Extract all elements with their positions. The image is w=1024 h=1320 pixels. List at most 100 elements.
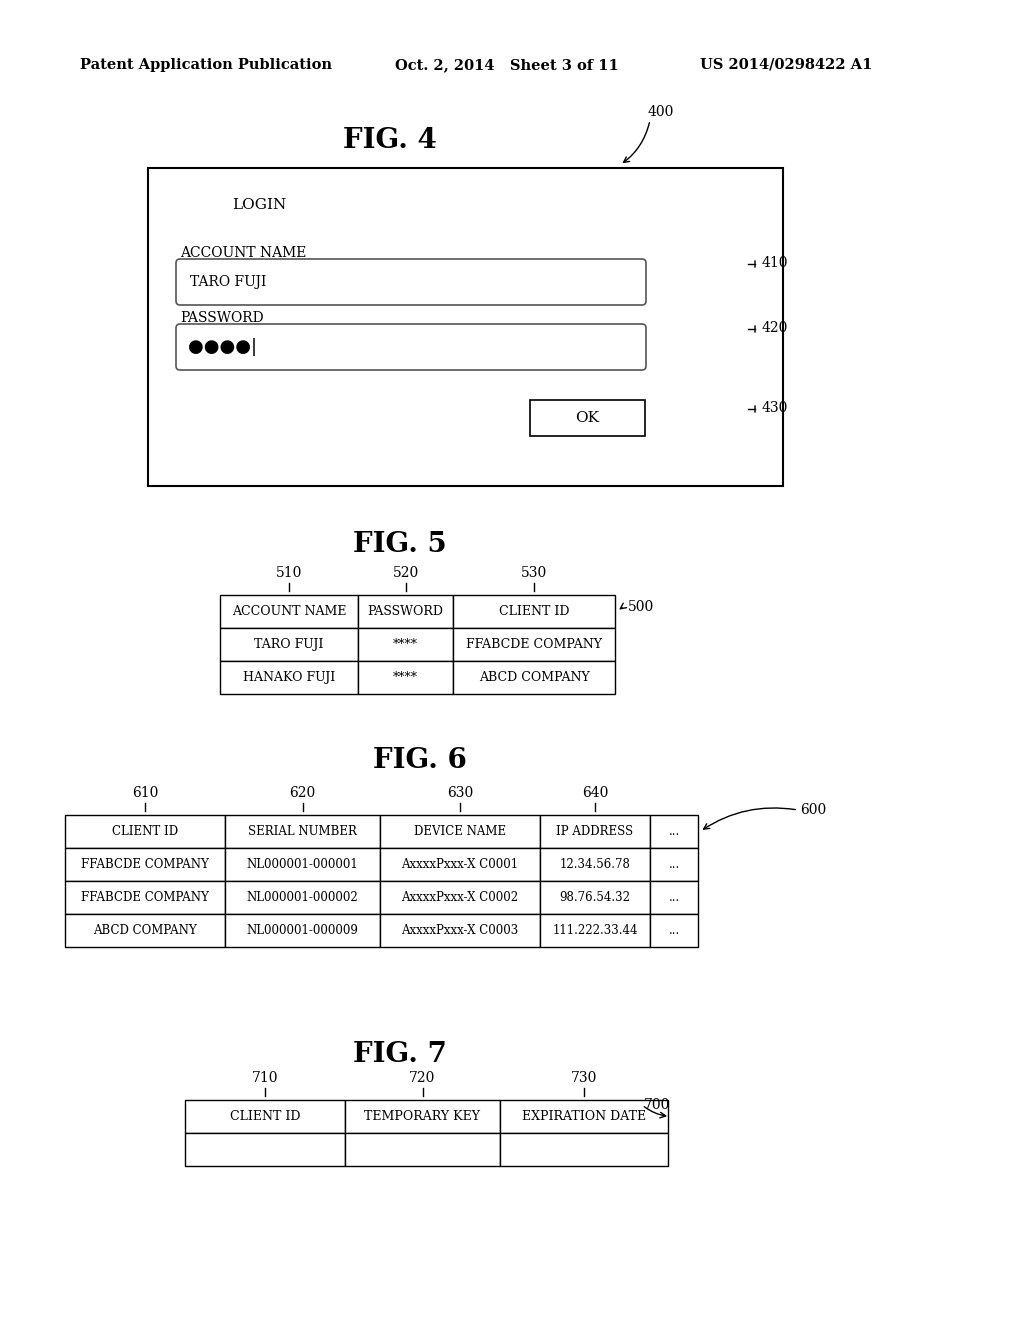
- Bar: [650, 847, 698, 880]
- Text: 420: 420: [762, 321, 788, 335]
- Text: FFABCDE COMPANY: FFABCDE COMPANY: [466, 638, 602, 651]
- Text: 600: 600: [800, 803, 826, 817]
- Text: DEVICE NAME: DEVICE NAME: [414, 825, 506, 838]
- Text: TEMPORARY KEY: TEMPORARY KEY: [365, 1110, 480, 1123]
- Text: 530: 530: [521, 566, 547, 579]
- Text: ABCD COMPANY: ABCD COMPANY: [478, 671, 590, 684]
- Text: AxxxxPxxx-X C0002: AxxxxPxxx-X C0002: [401, 891, 518, 904]
- Bar: [453, 595, 615, 628]
- Bar: [540, 814, 650, 847]
- Text: NL000001-000002: NL000001-000002: [247, 891, 358, 904]
- Bar: [500, 1100, 668, 1133]
- Text: 430: 430: [762, 401, 788, 414]
- Text: CLIENT ID: CLIENT ID: [499, 605, 569, 618]
- Text: FIG. 4: FIG. 4: [343, 127, 437, 153]
- Bar: [530, 400, 645, 436]
- Bar: [225, 913, 380, 946]
- Text: 630: 630: [446, 785, 473, 800]
- Text: 400: 400: [648, 106, 675, 119]
- Bar: [185, 1133, 345, 1166]
- FancyBboxPatch shape: [176, 259, 646, 305]
- Text: TARO FUJI: TARO FUJI: [190, 275, 266, 289]
- Text: ●●●●|: ●●●●|: [188, 338, 257, 356]
- Bar: [65, 913, 225, 946]
- Bar: [65, 814, 225, 847]
- Bar: [650, 814, 698, 847]
- Text: ...: ...: [669, 891, 680, 904]
- Text: NL000001-000009: NL000001-000009: [247, 924, 358, 937]
- Text: ...: ...: [669, 924, 680, 937]
- Bar: [148, 168, 783, 486]
- Bar: [453, 628, 615, 661]
- Text: ****: ****: [393, 638, 418, 651]
- Text: AxxxxPxxx-X C0001: AxxxxPxxx-X C0001: [401, 858, 518, 871]
- Text: TARO FUJI: TARO FUJI: [254, 638, 324, 651]
- Text: Oct. 2, 2014   Sheet 3 of 11: Oct. 2, 2014 Sheet 3 of 11: [395, 58, 618, 73]
- Text: 12.34.56.78: 12.34.56.78: [559, 858, 631, 871]
- Bar: [358, 661, 453, 694]
- Text: LOGIN: LOGIN: [232, 198, 287, 213]
- FancyBboxPatch shape: [176, 323, 646, 370]
- Text: IP ADDRESS: IP ADDRESS: [556, 825, 634, 838]
- Text: 730: 730: [570, 1071, 597, 1085]
- Text: 520: 520: [392, 566, 419, 579]
- Text: 510: 510: [275, 566, 302, 579]
- Bar: [540, 913, 650, 946]
- Bar: [225, 880, 380, 913]
- Bar: [380, 847, 540, 880]
- Bar: [380, 814, 540, 847]
- Text: FIG. 6: FIG. 6: [373, 747, 467, 774]
- Text: OK: OK: [575, 411, 599, 425]
- Bar: [225, 847, 380, 880]
- Text: ABCD COMPANY: ABCD COMPANY: [93, 924, 197, 937]
- Bar: [380, 880, 540, 913]
- Text: PASSWORD: PASSWORD: [180, 312, 263, 325]
- Text: CLIENT ID: CLIENT ID: [112, 825, 178, 838]
- Bar: [225, 814, 380, 847]
- Text: ****: ****: [393, 671, 418, 684]
- Text: FIG. 7: FIG. 7: [353, 1041, 446, 1068]
- Text: 710: 710: [252, 1071, 279, 1085]
- Bar: [453, 661, 615, 694]
- Bar: [500, 1133, 668, 1166]
- Text: 700: 700: [644, 1098, 671, 1111]
- Text: PASSWORD: PASSWORD: [368, 605, 443, 618]
- Text: FFABCDE COMPANY: FFABCDE COMPANY: [81, 891, 209, 904]
- Bar: [185, 1100, 345, 1133]
- Text: 610: 610: [132, 785, 158, 800]
- Text: 111.222.33.44: 111.222.33.44: [552, 924, 638, 937]
- Bar: [358, 595, 453, 628]
- Bar: [220, 628, 358, 661]
- Text: SERIAL NUMBER: SERIAL NUMBER: [248, 825, 357, 838]
- Bar: [65, 880, 225, 913]
- Text: ACCOUNT NAME: ACCOUNT NAME: [231, 605, 346, 618]
- Text: Patent Application Publication: Patent Application Publication: [80, 58, 332, 73]
- Text: AxxxxPxxx-X C0003: AxxxxPxxx-X C0003: [401, 924, 518, 937]
- Text: CLIENT ID: CLIENT ID: [229, 1110, 300, 1123]
- Bar: [540, 880, 650, 913]
- Text: FIG. 5: FIG. 5: [353, 532, 446, 558]
- Text: 98.76.54.32: 98.76.54.32: [559, 891, 631, 904]
- Bar: [540, 847, 650, 880]
- Bar: [345, 1100, 500, 1133]
- Bar: [220, 595, 358, 628]
- Bar: [220, 661, 358, 694]
- Text: US 2014/0298422 A1: US 2014/0298422 A1: [700, 58, 872, 73]
- Bar: [650, 913, 698, 946]
- Bar: [358, 628, 453, 661]
- Text: 620: 620: [290, 785, 315, 800]
- Text: ...: ...: [669, 858, 680, 871]
- Text: EXPIRATION DATE: EXPIRATION DATE: [522, 1110, 646, 1123]
- Text: 410: 410: [762, 256, 788, 271]
- Text: 640: 640: [582, 785, 608, 800]
- Text: ...: ...: [669, 825, 680, 838]
- Text: 720: 720: [410, 1071, 435, 1085]
- Text: 500: 500: [628, 601, 654, 614]
- Text: FFABCDE COMPANY: FFABCDE COMPANY: [81, 858, 209, 871]
- Text: ACCOUNT NAME: ACCOUNT NAME: [180, 246, 306, 260]
- Bar: [380, 913, 540, 946]
- Bar: [650, 880, 698, 913]
- Bar: [65, 847, 225, 880]
- Bar: [345, 1133, 500, 1166]
- Text: NL000001-000001: NL000001-000001: [247, 858, 358, 871]
